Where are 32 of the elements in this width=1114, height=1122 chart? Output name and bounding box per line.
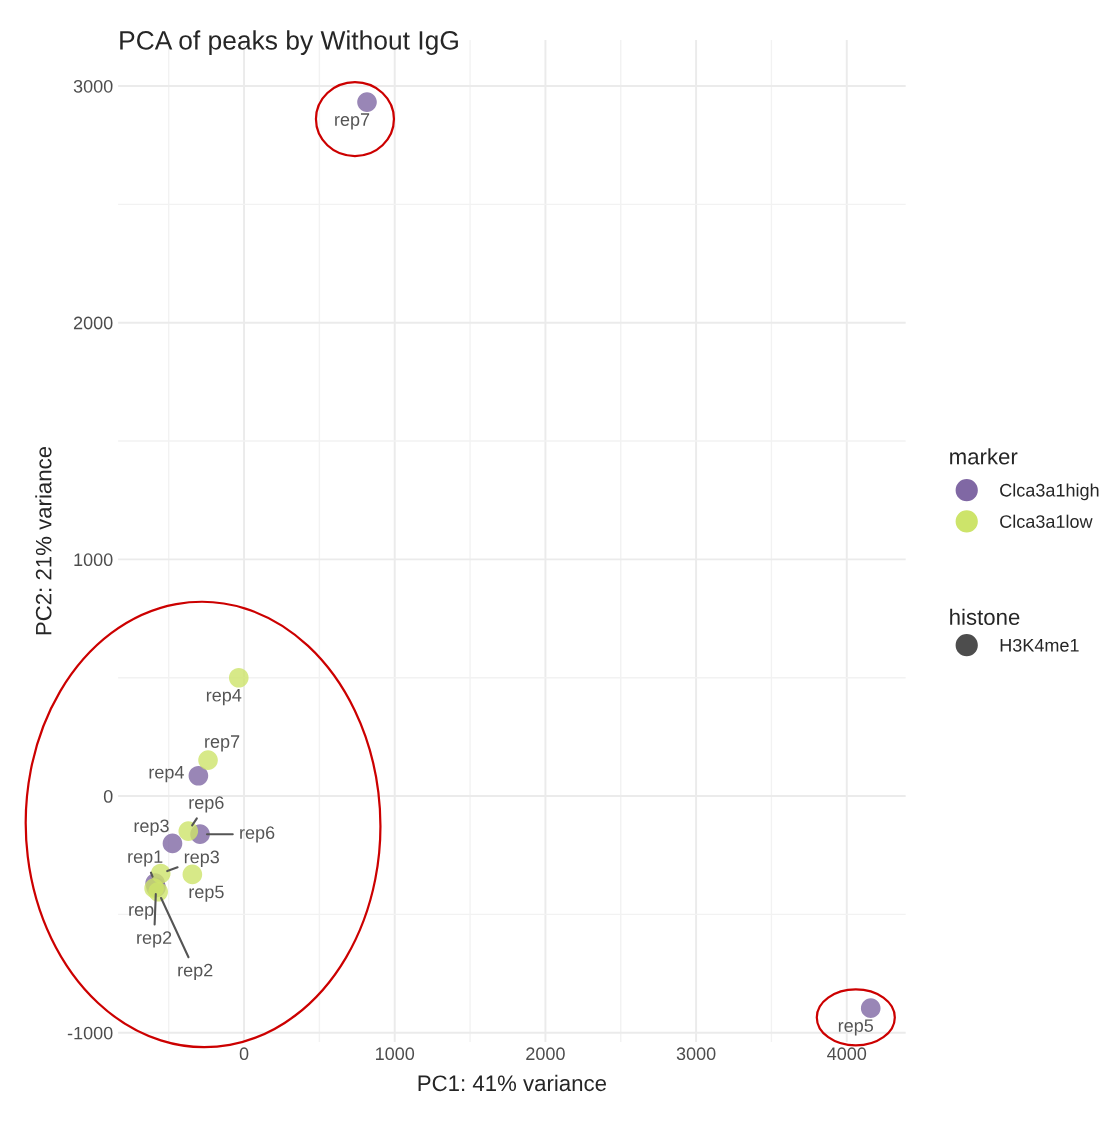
x-tick-label: 3000 (676, 1047, 716, 1061)
legend-label: Clca3a1low (1000, 514, 1093, 528)
y-axis-title: PC2: 21% variance (35, 446, 52, 635)
annotation: rep2 (137, 931, 172, 948)
legend-title: marker (950, 448, 1018, 465)
annotation: rep5 (838, 1019, 874, 1036)
annotation: rep7 (205, 735, 240, 752)
y-tick-label: -1000 (67, 1026, 113, 1040)
y-tick-label: 3000 (73, 79, 113, 93)
x-tick-label: 4000 (827, 1047, 867, 1061)
legend-label: Clca3a1high (1000, 483, 1099, 501)
annotation: rep (129, 906, 154, 920)
legend-label: H3K4me1 (1000, 638, 1079, 652)
x-tick-label: 0 (239, 1047, 249, 1061)
annotation: rep5 (189, 885, 224, 902)
annotation: rep7 (335, 113, 370, 130)
annotation: rep3 (184, 850, 219, 867)
y-tick-label: 1000 (74, 553, 113, 567)
x-axis-title: PC1: 41% variance (418, 1074, 607, 1092)
annotation: rep3 (134, 819, 169, 836)
y-tick-label: 0 (103, 790, 113, 803)
text: histone (950, 608, 1020, 625)
chart-title: PCA of peaks by Without IgG (120, 30, 458, 55)
annotation: rep4 (206, 688, 242, 706)
x-tick-label: 1000 (376, 1047, 415, 1061)
annotation: rep6 (240, 826, 275, 843)
annotation: rep2 (178, 963, 213, 981)
annotation: rep6 (189, 796, 224, 813)
annotation: rep4 (149, 765, 184, 783)
y-tick-label: 2000 (73, 316, 113, 330)
x-tick-label: 2000 (526, 1047, 565, 1061)
annotation: rep1 (128, 850, 163, 867)
